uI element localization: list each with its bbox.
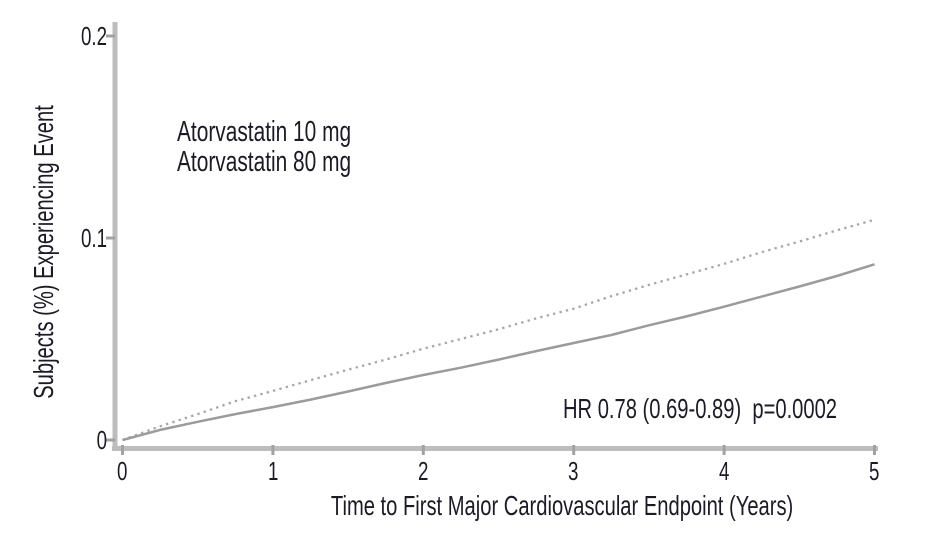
- y-tick-label: 0.1: [80, 223, 107, 253]
- legend-item-atorvastatin-80mg: Atorvastatin 80 mg: [177, 146, 352, 178]
- curve-atorvastatin-10-mg: [122, 218, 875, 442]
- x-tick-label: 0: [93, 457, 153, 485]
- x-axis-title: Time to First Major Cardiovascular Endpo…: [241, 491, 793, 521]
- y-axis-title: Subjects (%) Experiencing Event: [28, 105, 59, 399]
- legend-item-atorvastatin-10mg: Atorvastatin 10 mg: [177, 116, 352, 148]
- axis-tick-marks: [106, 34, 876, 455]
- x-tick-label-text: 1: [267, 456, 279, 486]
- x-tick-label-text: 0: [117, 456, 128, 486]
- y-tick-label: 0.2: [80, 21, 107, 51]
- survival-curves: [122, 218, 875, 442]
- x-axis-title-text: Time to First Major Cardiovascular Endpo…: [330, 490, 794, 521]
- hazard-ratio-annotation: HR 0.78 (0.69-0.89) p=0.0002: [563, 393, 838, 424]
- x-tick-label-text: 4: [718, 456, 730, 486]
- x-tick-label-text: 2: [418, 456, 429, 486]
- x-tick-label: 2: [393, 457, 453, 485]
- y-tick-label: 0: [96, 425, 107, 455]
- x-tick-label: 3: [544, 457, 604, 485]
- legend: Atorvastatin 10 mg Atorvastatin 80 mg: [177, 117, 419, 177]
- curve-atorvastatin-80-mg: [122, 263, 875, 442]
- x-tick-label: 4: [694, 457, 754, 485]
- x-tick-label: 5: [845, 457, 905, 485]
- x-tick-label-text: 5: [869, 456, 880, 486]
- x-tick-label-text: 3: [568, 456, 579, 486]
- x-tick-label: 1: [243, 457, 303, 485]
